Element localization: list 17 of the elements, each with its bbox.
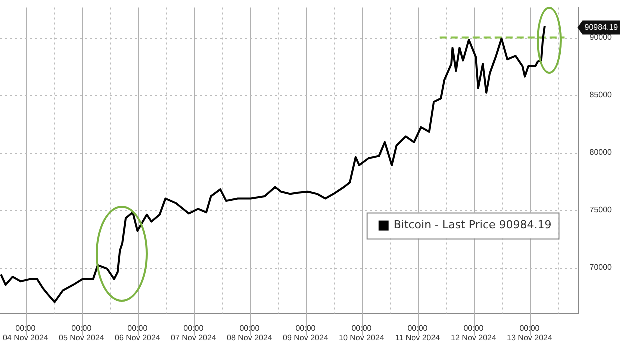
y-tick-label: 75000	[590, 205, 613, 214]
y-tick-label: 90000	[590, 32, 613, 42]
x-tick-label: 00:00 04 Nov 2024	[2, 324, 49, 342]
x-tick-label: 00:00 13 Nov 2024	[507, 324, 553, 342]
y-tick-label: 80000	[590, 148, 613, 157]
x-tick-label: 00:00 12 Nov 2024	[451, 324, 497, 342]
x-tick-label: 00:00 08 Nov 2024	[227, 324, 273, 342]
x-tick-label: 00:00 05 Nov 2024	[58, 324, 105, 342]
x-tick-label: 00:00 07 Nov 2024	[171, 324, 217, 342]
x-tick-label: 00:00 09 Nov 2024	[283, 324, 329, 342]
x-tick-label: 00:00 10 Nov 2024	[339, 324, 385, 342]
legend-label: Bitcoin - Last Price 90984.19	[394, 218, 552, 232]
text: 90984.19	[584, 23, 619, 32]
y-tick-label: 70000	[590, 262, 613, 272]
x-tick-label: 00:00 11 Nov 2024	[395, 324, 441, 342]
x-tick-label: 00:00 06 Nov 2024	[115, 324, 161, 342]
y-tick-label: 85000	[590, 90, 613, 100]
